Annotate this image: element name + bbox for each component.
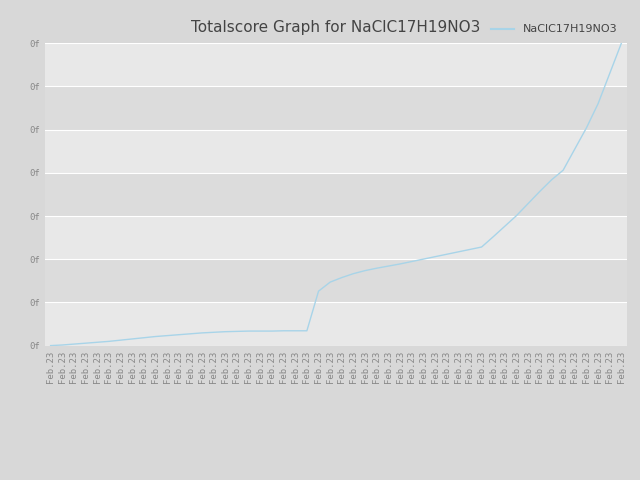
NaClC17H19NO3 [513, 213, 520, 218]
Bar [45, 86, 627, 130]
NaClC17H19NO3 [362, 268, 369, 274]
NaClC17H19NO3 [82, 340, 90, 346]
NaClC17H19NO3 [548, 177, 556, 183]
Bar [45, 173, 627, 216]
NaClC17H19NO3 [466, 247, 474, 252]
NaClC17H19NO3 [559, 168, 567, 173]
NaClC17H19NO3 [396, 261, 404, 267]
NaClC17H19NO3 [595, 101, 602, 107]
NaClC17H19NO3 [221, 329, 229, 335]
NaClC17H19NO3 [536, 189, 544, 194]
NaClC17H19NO3 [349, 271, 357, 276]
Bar [45, 259, 627, 302]
Bar [45, 216, 627, 259]
NaClC17H19NO3 [175, 332, 182, 337]
NaClC17H19NO3 [501, 223, 509, 229]
NaClC17H19NO3 [420, 256, 428, 262]
NaClC17H19NO3 [105, 338, 113, 344]
NaClC17H19NO3 [280, 328, 287, 334]
NaClC17H19NO3 [338, 275, 346, 280]
NaClC17H19NO3 [116, 337, 124, 343]
NaClC17H19NO3 [70, 341, 78, 347]
NaClC17H19NO3 [152, 334, 159, 339]
NaClC17H19NO3 [233, 328, 241, 334]
NaClC17H19NO3 [245, 328, 253, 334]
NaClC17H19NO3 [187, 331, 195, 336]
Bar [45, 130, 627, 173]
NaClC17H19NO3 [315, 288, 323, 294]
NaClC17H19NO3 [443, 252, 451, 257]
NaClC17H19NO3 [140, 335, 148, 341]
NaClC17H19NO3 [198, 330, 206, 336]
NaClC17H19NO3 [47, 343, 54, 348]
NaClC17H19NO3 [129, 336, 136, 342]
NaClC17H19NO3 [268, 328, 276, 334]
NaClC17H19NO3 [618, 40, 625, 46]
Bar [45, 302, 627, 346]
NaClC17H19NO3 [524, 201, 532, 206]
Line: NaClC17H19NO3: NaClC17H19NO3 [51, 43, 621, 346]
NaClC17H19NO3 [163, 333, 171, 338]
NaClC17H19NO3 [571, 146, 579, 152]
NaClC17H19NO3 [431, 254, 439, 260]
NaClC17H19NO3 [385, 263, 392, 269]
Bar [45, 43, 627, 86]
NaClC17H19NO3 [478, 244, 486, 250]
NaClC17H19NO3 [303, 328, 311, 334]
NaClC17H19NO3 [257, 328, 264, 334]
NaClC17H19NO3 [291, 328, 299, 334]
NaClC17H19NO3 [93, 339, 101, 345]
Legend: NaClC17H19NO3: NaClC17H19NO3 [487, 20, 621, 39]
NaClC17H19NO3 [326, 279, 334, 285]
NaClC17H19NO3 [490, 234, 497, 240]
NaClC17H19NO3 [210, 329, 218, 335]
NaClC17H19NO3 [582, 125, 590, 131]
Title: Totalscore Graph for NaClC17H19NO3: Totalscore Graph for NaClC17H19NO3 [191, 20, 481, 35]
NaClC17H19NO3 [58, 342, 66, 348]
NaClC17H19NO3 [454, 249, 462, 255]
NaClC17H19NO3 [408, 259, 415, 264]
NaClC17H19NO3 [606, 71, 614, 76]
NaClC17H19NO3 [373, 265, 381, 271]
